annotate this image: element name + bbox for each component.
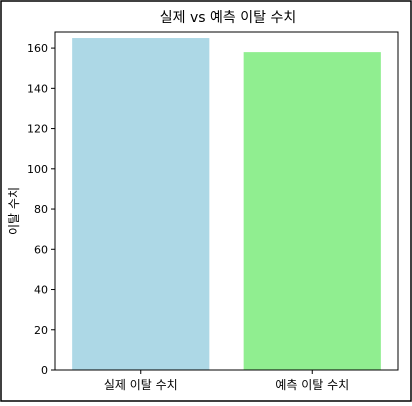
y-tick-label: 20 xyxy=(34,324,48,337)
y-tick-label: 120 xyxy=(27,123,48,136)
y-axis-label: 이탈 수치 xyxy=(7,187,21,235)
y-tick-label: 100 xyxy=(27,163,48,176)
y-tick-label: 40 xyxy=(34,284,48,297)
plot-area: 실제 이탈 수치 예측 이탈 수치 0 20 40 60 80 100 120 140 160 xyxy=(27,31,399,392)
y-tick-label: 160 xyxy=(27,42,48,55)
bar-2 xyxy=(243,52,381,370)
x-tick-label: 예측 이탈 수치 xyxy=(275,378,349,392)
chart-title: 실제 vs 예측 이탈 수치 xyxy=(160,10,296,26)
y-tick-label: 80 xyxy=(34,203,48,216)
x-tick-label: 실제 이탈 수치 xyxy=(104,378,178,392)
y-tick-label: 60 xyxy=(34,243,48,256)
y-tick-label: 140 xyxy=(27,82,48,95)
bar-1 xyxy=(72,38,210,371)
axes-frame xyxy=(54,31,399,371)
y-tick-label: 0 xyxy=(41,364,48,377)
